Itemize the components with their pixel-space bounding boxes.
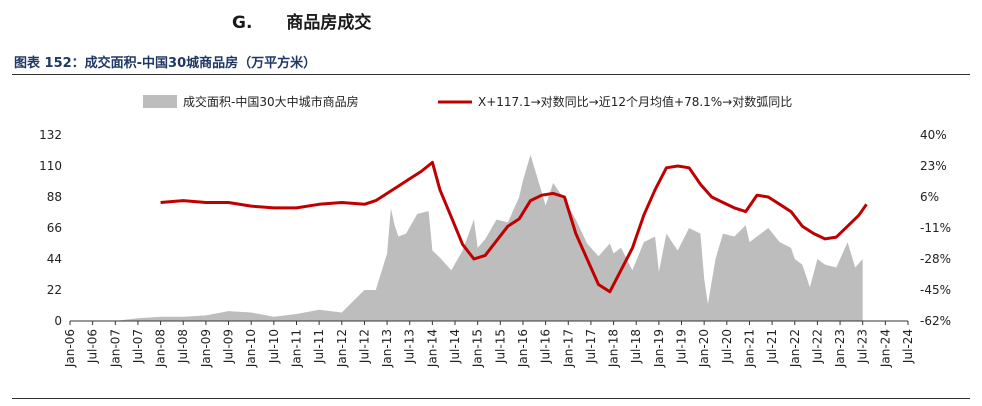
x-tick-label: Jan-07 <box>108 329 122 368</box>
y-left-tick-label: 22 <box>47 283 62 297</box>
y-right-tick-label: -11% <box>920 221 951 235</box>
y-right-tick-label: -45% <box>920 283 951 297</box>
x-tick-label: Jan-12 <box>335 329 349 368</box>
x-tick-label: Jul-17 <box>584 329 598 364</box>
x-tick-label: Jan-17 <box>561 329 575 368</box>
y-left-tick-label: 44 <box>47 252 62 266</box>
x-tick-label: Jul-06 <box>86 329 100 364</box>
x-tick-label: Jan-21 <box>742 329 756 368</box>
x-tick-label: Jan-10 <box>244 329 258 368</box>
x-tick-label: Jan-11 <box>289 329 303 368</box>
figure-caption: 图表 152：成交面积-中国30城商品房（万平方米） <box>14 56 317 71</box>
area-line-chart: 成交面积-中国30大中城市商品房 X+117.1→对数同比→近12个月均值+78.… <box>39 94 951 368</box>
y-left-tick-label: 88 <box>47 190 62 204</box>
y-right-tick-label: -28% <box>920 252 951 266</box>
y-left-tick-label: 0 <box>54 314 62 328</box>
x-tick-label: Jan-18 <box>607 329 621 368</box>
y-left-tick-label: 66 <box>47 221 62 235</box>
chart-legend: 成交面积-中国30大中城市商品房 X+117.1→对数同比→近12个月均值+78.… <box>143 94 792 109</box>
x-tick-label: Jan-13 <box>380 329 394 368</box>
y-right-tick-label: 40% <box>920 128 947 142</box>
y-right-tick-label: 6% <box>920 190 939 204</box>
caption-divider <box>12 74 970 75</box>
series-area-transaction-volume <box>70 154 863 321</box>
x-tick-label: Jul-21 <box>765 329 779 364</box>
x-tick-label: Jul-20 <box>720 329 734 364</box>
y-left-tick-label: 110 <box>39 159 62 173</box>
x-tick-label: Jul-13 <box>403 329 417 364</box>
chart-axes: 0 22 44 66 88 110 132 -62% -45% -28% -11% 6% 23% 40% J… <box>39 128 951 368</box>
legend-label-line: X+117.1→对数同比→近12个月均值+78.1%→对数弧同比 <box>478 94 792 109</box>
x-tick-label: Jul-15 <box>493 329 507 364</box>
x-tick-label: Jul-12 <box>357 329 371 364</box>
x-tick-label: Jul-22 <box>810 329 824 364</box>
x-tick-label: Jan-09 <box>199 329 213 368</box>
x-tick-label: Jul-14 <box>448 329 462 364</box>
y-right-tick-label: 23% <box>920 159 947 173</box>
x-tick-label: Jan-24 <box>878 329 892 368</box>
x-tick-label: Jan-23 <box>833 329 847 368</box>
legend-swatch-area <box>143 95 177 108</box>
y-right-tick-label: -62% <box>920 314 951 328</box>
section-letter: G. <box>232 13 253 33</box>
x-tick-label: Jul-24 <box>901 329 915 364</box>
legend-label-area: 成交面积-中国30大中城市商品房 <box>183 94 359 109</box>
x-tick-label: Jul-18 <box>629 329 643 364</box>
x-tick-label: Jul-23 <box>856 329 870 364</box>
x-tick-label: Jan-20 <box>697 329 711 368</box>
bottom-divider <box>12 398 970 399</box>
x-tick-label: Jul-09 <box>222 329 236 364</box>
x-tick-label: Jan-19 <box>652 329 666 368</box>
x-tick-label: Jul-08 <box>176 329 190 364</box>
x-tick-label: Jan-15 <box>471 329 485 368</box>
x-tick-label: Jan-16 <box>516 329 530 368</box>
section-heading: G. 商品房成交 <box>232 8 371 33</box>
x-tick-label: Jul-11 <box>312 329 326 364</box>
x-tick-label: Jan-14 <box>425 329 439 368</box>
x-tick-label: Jan-06 <box>63 329 77 368</box>
section-title: 商品房成交 <box>286 13 372 33</box>
x-tick-label: Jan-22 <box>788 329 802 368</box>
x-tick-label: Jul-19 <box>675 329 689 364</box>
x-tick-label: Jul-07 <box>131 329 145 364</box>
y-left-tick-label: 132 <box>39 128 62 142</box>
plot-area <box>70 154 868 321</box>
x-tick-label: Jul-10 <box>267 329 281 364</box>
x-tick-label: Jul-16 <box>539 329 553 364</box>
x-tick-label: Jan-08 <box>154 329 168 368</box>
series-line-yoy <box>160 160 868 294</box>
